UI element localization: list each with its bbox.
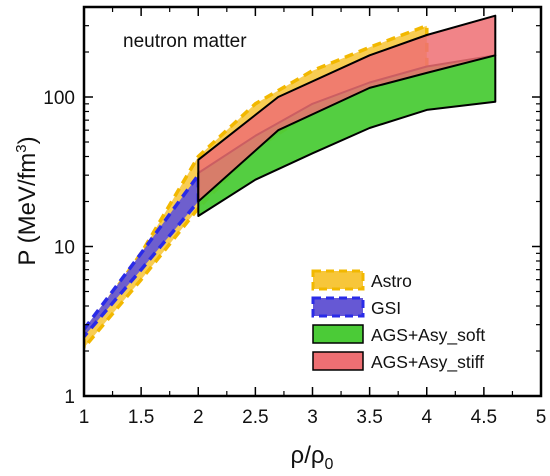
y-tick-label: 10 <box>54 238 75 259</box>
plot-frame <box>82 5 543 398</box>
x-tick-label: 1.5 <box>128 407 154 428</box>
x-tick-label: 3.5 <box>356 407 382 428</box>
annotation-label: neutron matter <box>123 31 247 52</box>
legend-swatch-ags-asy-stiff <box>312 351 364 371</box>
band-ags-asy-stiff <box>197 14 497 203</box>
x-tick-label: 4.5 <box>471 407 497 428</box>
x-tick-label: 2 <box>193 407 204 428</box>
ticks-layer: 1 1.5 2 2.5 3 3.5 4 4.5 5 1 10 100 <box>43 6 547 428</box>
legend-swatch-gsi <box>311 296 365 318</box>
bands-layer <box>84 14 497 350</box>
y-tick-label: 1 <box>64 387 75 408</box>
legend: Astro GSI AGS+Asy_soft AGS+Asy_stiff <box>311 269 485 373</box>
x-axis-label: ρ/ρ0 <box>291 442 334 473</box>
x-tick-label: 1 <box>79 407 90 428</box>
legend-label-ags-asy-stiff: AGS+Asy_stiff <box>371 352 484 373</box>
x-tick-label: 3 <box>307 407 318 428</box>
legend-label-ags-asy-soft: AGS+Asy_soft <box>371 325 485 346</box>
x-tick-label: 2.5 <box>242 407 268 428</box>
y-tick-label: 100 <box>43 88 75 109</box>
legend-swatch-astro <box>311 269 365 291</box>
legend-swatch-ags-asy-soft <box>312 324 364 344</box>
legend-label-astro: Astro <box>371 271 412 291</box>
legend-label-gsi: GSI <box>371 298 401 318</box>
y-axis-label: P (MeV/fm3) <box>13 136 41 265</box>
x-tick-label: 5 <box>536 407 547 428</box>
x-tick-label: 4 <box>421 407 432 428</box>
